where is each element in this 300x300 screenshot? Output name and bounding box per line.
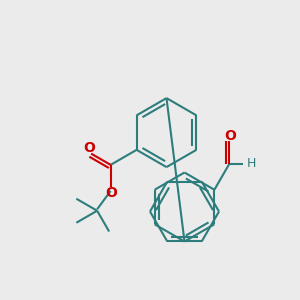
Text: O: O (83, 141, 95, 155)
Text: O: O (225, 129, 236, 143)
Text: H: H (247, 157, 256, 170)
Text: O: O (105, 186, 117, 200)
